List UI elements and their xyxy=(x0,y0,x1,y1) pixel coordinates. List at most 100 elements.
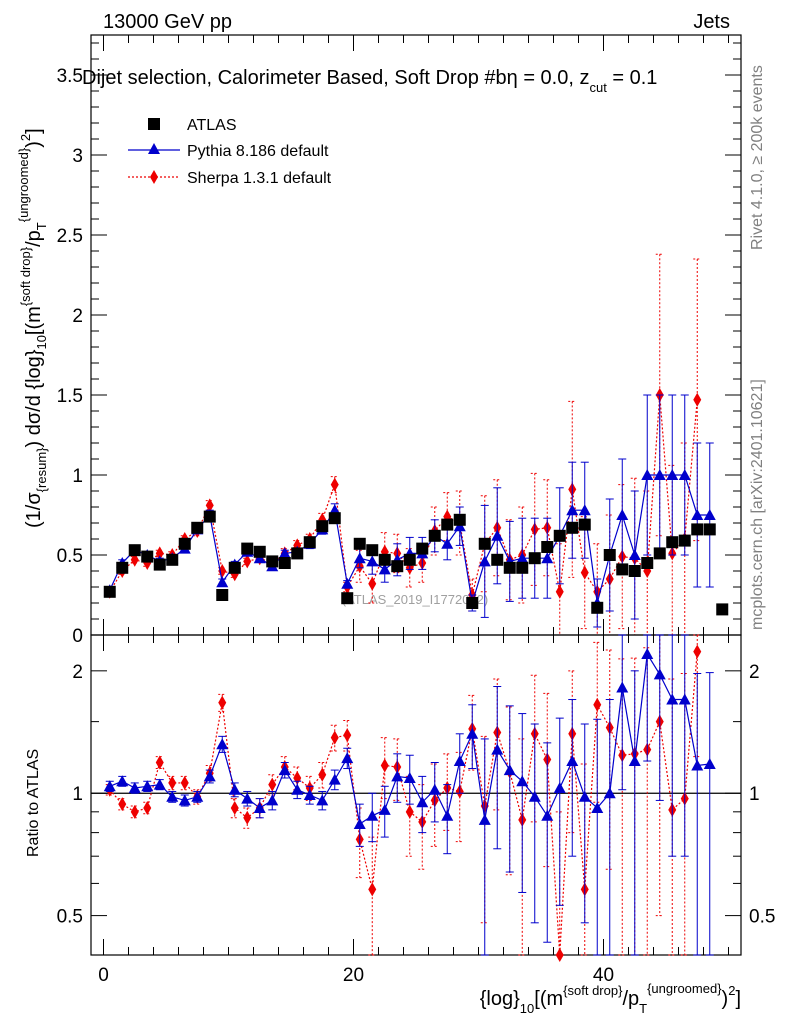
triangle-marker xyxy=(578,790,591,802)
diamond-marker xyxy=(368,576,377,591)
legend-label-sherpa: Sherpa 1.3.1 default xyxy=(187,170,332,187)
diamond-marker xyxy=(218,695,227,710)
triangle-marker xyxy=(703,757,716,769)
x-tick-label: 20 xyxy=(343,965,364,986)
square-marker xyxy=(691,523,704,536)
square-marker xyxy=(103,585,116,598)
triangle-marker xyxy=(666,693,679,705)
square-marker xyxy=(641,557,654,569)
triangle-marker xyxy=(378,563,391,575)
square-marker xyxy=(591,601,604,614)
diamond-marker xyxy=(693,644,702,659)
diamond-marker xyxy=(343,728,352,743)
triangle-marker xyxy=(141,780,154,792)
diamond-marker xyxy=(580,565,589,580)
sherpa-main-series xyxy=(105,253,702,636)
square-marker xyxy=(541,541,554,553)
diamond-marker xyxy=(155,755,164,770)
square-marker xyxy=(228,561,241,574)
ratio-y-tick-label-right: 1 xyxy=(749,784,760,805)
main-y-tick-label: 2 xyxy=(72,306,83,327)
main-series xyxy=(103,253,729,636)
square-marker xyxy=(391,560,404,573)
triangle-marker xyxy=(616,681,629,693)
main-y-tick-label: 0 xyxy=(72,626,83,647)
square-marker xyxy=(291,547,304,560)
title-zcut-value: = 0.1 xyxy=(607,67,658,89)
analysis-watermark: (ATLAS_2019_I1772062) xyxy=(342,592,488,607)
square-marker xyxy=(316,520,329,533)
triangle-marker xyxy=(528,790,541,802)
triangle-marker xyxy=(466,727,479,739)
main-y-tick-label: 2.5 xyxy=(57,226,83,247)
triangle-marker xyxy=(553,781,566,793)
square-marker xyxy=(278,557,291,569)
triangle-marker xyxy=(541,809,554,821)
triangle-marker xyxy=(253,801,266,813)
square-marker xyxy=(303,536,316,549)
main-y-tick-label: 3.5 xyxy=(57,66,83,87)
sherpa-main-line xyxy=(109,394,698,596)
plot-title: Dijet selection, Calorimeter Based, Soft… xyxy=(82,67,657,95)
diamond-marker xyxy=(243,810,252,825)
square-marker xyxy=(266,555,279,568)
triangle-marker xyxy=(478,813,491,825)
atlas-main-series xyxy=(103,510,729,616)
square-marker xyxy=(503,561,516,574)
diamond-marker xyxy=(130,552,139,567)
diamond-marker xyxy=(155,546,164,561)
square-marker xyxy=(416,542,429,555)
triangle-marker xyxy=(166,790,179,802)
triangle-marker xyxy=(366,809,379,821)
square-marker xyxy=(716,603,729,616)
ratio-y-tick-label: 0.5 xyxy=(57,907,83,928)
triangle-marker xyxy=(703,509,716,520)
square-marker xyxy=(203,510,216,523)
square-marker xyxy=(403,553,416,566)
ratio-y-label: Ratio to ATLAS xyxy=(25,749,42,857)
legend-item-pythia: Pythia 8.186 default xyxy=(128,143,329,160)
diamond-marker xyxy=(243,554,252,569)
square-marker xyxy=(153,558,166,571)
legend-triangle-icon xyxy=(148,143,160,154)
triangle-marker xyxy=(566,504,579,516)
legend-square-icon xyxy=(148,118,160,130)
triangle-marker xyxy=(503,764,516,776)
square-marker xyxy=(166,553,179,566)
mcplots-label: mcplots.cern.ch [arXiv:2401.10621] xyxy=(749,379,766,630)
main-y-tick-label: 1 xyxy=(72,466,83,487)
triangle-marker xyxy=(691,759,704,771)
triangle-marker xyxy=(666,469,679,480)
pythia-ratio-series xyxy=(103,634,716,956)
triangle-marker xyxy=(428,783,441,795)
title-main: Dijet selection, Calorimeter Based, Soft… xyxy=(82,67,507,89)
square-marker xyxy=(603,549,616,561)
ratio-frame xyxy=(90,634,742,956)
diamond-marker xyxy=(118,797,127,812)
triangle-marker xyxy=(628,549,641,560)
square-marker xyxy=(366,544,379,557)
triangle-marker xyxy=(478,555,491,567)
triangle-marker xyxy=(366,555,379,567)
triangle-marker xyxy=(228,783,241,795)
triangle-marker xyxy=(603,787,616,799)
square-marker xyxy=(703,523,716,536)
main-y-tick-label: 1.5 xyxy=(57,386,83,407)
triangle-marker xyxy=(678,469,691,480)
triangle-marker xyxy=(278,547,291,559)
triangle-marker xyxy=(291,783,304,795)
triangle-marker xyxy=(191,790,204,802)
triangle-marker xyxy=(616,509,629,520)
main-panel: 0 0.5 1 1.5 2 2.5 3 3.5 (ATLAS_2019_I1772062) D… xyxy=(16,34,742,647)
ratio-y-tick-label-right: 2 xyxy=(749,662,760,683)
triangle-marker xyxy=(453,755,466,767)
diamond-marker xyxy=(205,498,214,513)
triangle-marker xyxy=(278,764,291,776)
triangle-marker xyxy=(516,552,529,564)
triangle-marker xyxy=(491,529,504,541)
x-tick-label: 0 xyxy=(98,965,109,986)
triangle-marker xyxy=(341,752,354,764)
square-marker xyxy=(653,547,666,560)
triangle-marker xyxy=(628,755,641,767)
